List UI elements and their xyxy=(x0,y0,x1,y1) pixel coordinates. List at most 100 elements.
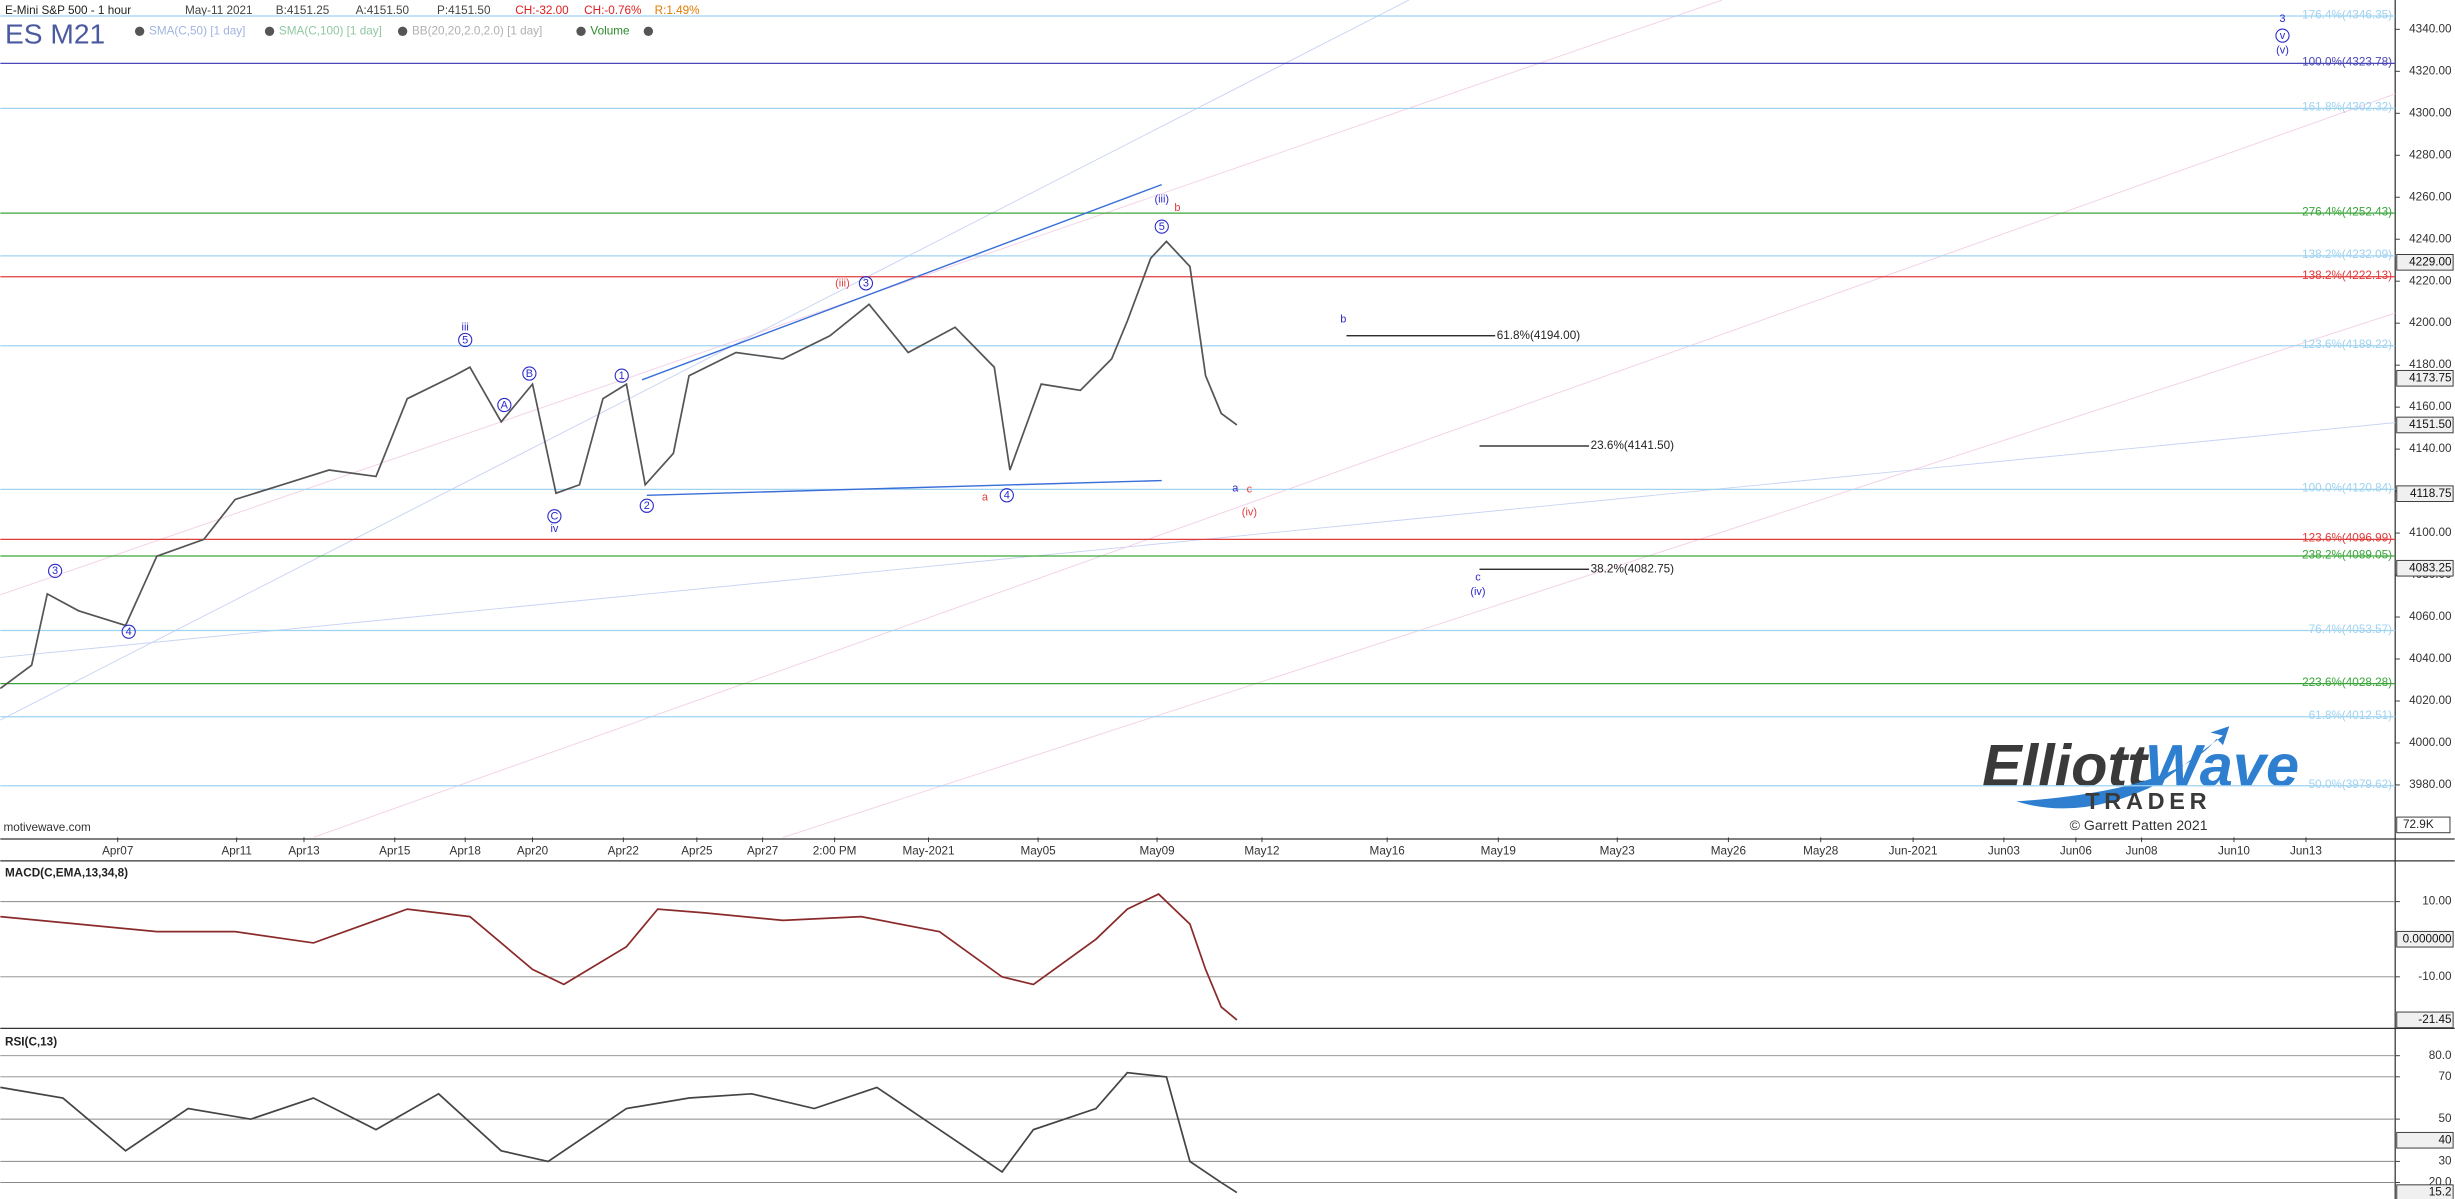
x-tick-label: Apr18 xyxy=(450,845,482,858)
price-line xyxy=(0,240,1238,690)
indicator: Volume xyxy=(590,24,629,37)
price-marker-label: 4151.50 xyxy=(2409,418,2452,431)
wave-label: v xyxy=(2280,30,2286,42)
logo-word: TRADER xyxy=(2085,788,2211,814)
wave-label: 5 xyxy=(1159,221,1165,233)
target-label: 61.8%(4194.00) xyxy=(1497,329,1580,342)
y-tick-label: 4280.00 xyxy=(2409,148,2452,161)
wave-label: c xyxy=(1247,483,1253,495)
logo: Elliott Wave TRADER © Garrett Patten 202… xyxy=(1982,726,2299,833)
x-tick-label: Apr27 xyxy=(747,845,778,858)
trend-line xyxy=(646,479,1162,496)
fib-label: 276.4%(4252.43) xyxy=(2302,205,2392,218)
price-marker xyxy=(2396,416,2454,434)
x-tick-label: May23 xyxy=(1600,845,1635,858)
wave-label: 2 xyxy=(644,500,650,512)
y-tick-label: 4340.00 xyxy=(2409,22,2452,35)
x-tick-label: May26 xyxy=(1711,845,1746,858)
wave-label: b xyxy=(1174,202,1180,214)
fib-label: 76.4%(4053.57) xyxy=(2309,623,2392,636)
indicator-icon xyxy=(576,26,586,37)
wave-label: A xyxy=(501,399,509,411)
x-tick-label: Jun03 xyxy=(1988,845,2020,858)
y-tick-label: 4000.00 xyxy=(2409,736,2452,749)
price-marker xyxy=(2396,1184,2454,1199)
y-tick-label: 4220.00 xyxy=(2409,274,2452,287)
x-tick-label: Jun08 xyxy=(2126,845,2158,858)
wave-circle xyxy=(47,563,63,578)
indicator: SMA(C,50) [1 day] xyxy=(149,24,245,37)
wave-circle xyxy=(458,332,473,348)
wave-label: c xyxy=(1475,572,1481,584)
price-line xyxy=(0,1071,1238,1194)
target-label: 38.2%(4082.75) xyxy=(1591,562,1674,575)
price-marker-label: 4229.00 xyxy=(2409,255,2452,268)
y-tick-label: 4140.00 xyxy=(2409,442,2452,455)
x-tick-label: May16 xyxy=(1370,845,1405,858)
fib-label: 223.6%(4028.28) xyxy=(2302,676,2392,689)
wave-circle xyxy=(858,276,874,291)
fib-label: 50.0%(3979.62) xyxy=(2309,778,2392,791)
wave-label: 3 xyxy=(52,565,58,577)
fib-label: 123.6%(4096.99) xyxy=(2302,532,2392,545)
change-pct: CH:-0.76% xyxy=(584,4,641,17)
date: May-11 2021 xyxy=(185,4,253,17)
volume-label: 72.9K xyxy=(2403,818,2434,831)
x-tick-label: Apr20 xyxy=(517,845,549,858)
wave-label: 3 xyxy=(2279,13,2285,25)
y-tick-label: 4180.00 xyxy=(2409,358,2452,371)
symbol: ES M21 xyxy=(5,17,105,49)
x-tick-label: May05 xyxy=(1021,845,1057,858)
guide-line xyxy=(0,0,1410,721)
fib-label: 100.0%(4120.84) xyxy=(2302,482,2392,495)
instrument: E-Mini S&P 500 - 1 hour xyxy=(5,4,131,17)
wave-circle xyxy=(1154,219,1169,234)
wave-circle xyxy=(2275,28,2290,43)
guide-line xyxy=(0,422,2396,658)
indicator-icon xyxy=(643,26,654,37)
logo-swoosh xyxy=(2016,726,2230,809)
y-tick-label: 4240.00 xyxy=(2409,232,2452,245)
y-tick-label: 4100.00 xyxy=(2409,526,2452,539)
wave-label: iv xyxy=(550,523,558,535)
wave-label: 5 xyxy=(462,334,468,346)
x-tick-label: Jun-2021 xyxy=(1889,845,1938,858)
fib-label: 123.6%(4189.22) xyxy=(2302,338,2392,351)
price-marker xyxy=(2396,1131,2454,1149)
wave-label: a xyxy=(982,492,989,504)
ask: A:4151.50 xyxy=(356,4,410,17)
y-tick-label: -10.00 xyxy=(2418,970,2452,983)
indicator-icon xyxy=(134,26,145,37)
wave-label: (iii) xyxy=(1154,194,1169,206)
watermark: motivewave.com xyxy=(3,821,90,834)
wave-label: 4 xyxy=(1004,490,1010,502)
wave-label: C xyxy=(550,511,558,523)
y-tick-label: 80.0 xyxy=(2429,1049,2452,1062)
fib-label: 138.2%(4232.09) xyxy=(2302,248,2392,261)
indicator: SMA(C,100) [1 day] xyxy=(279,24,382,37)
y-tick-label: 4260.00 xyxy=(2409,190,2452,203)
x-tick-label: May28 xyxy=(1803,845,1839,858)
price-marker xyxy=(2396,930,2454,948)
y-tick-label: 4200.00 xyxy=(2409,316,2452,329)
wave-label: 3 xyxy=(863,278,869,290)
price-marker-label: -21.45 xyxy=(2418,1013,2452,1026)
x-tick-label: Jun13 xyxy=(2290,845,2322,858)
price: P:4151.50 xyxy=(437,4,491,17)
bid: B:4151.25 xyxy=(276,4,330,17)
wave-circle xyxy=(522,366,537,381)
logo-credit: © Garrett Patten 2021 xyxy=(2070,817,2208,833)
price-marker xyxy=(2396,369,2454,387)
x-tick-label: Apr15 xyxy=(379,845,411,858)
indicator-icon xyxy=(397,26,408,37)
fib-label: 61.8%(4012.51) xyxy=(2309,709,2392,722)
price-marker xyxy=(2396,1011,2454,1029)
y-tick-label: 4040.00 xyxy=(2409,652,2452,665)
wave-label: 1 xyxy=(619,370,625,382)
y-tick-label: 4160.00 xyxy=(2409,400,2452,413)
price-marker-label: 40 xyxy=(2438,1133,2452,1146)
range: R:1.49% xyxy=(655,4,700,17)
price-marker xyxy=(2396,254,2454,271)
